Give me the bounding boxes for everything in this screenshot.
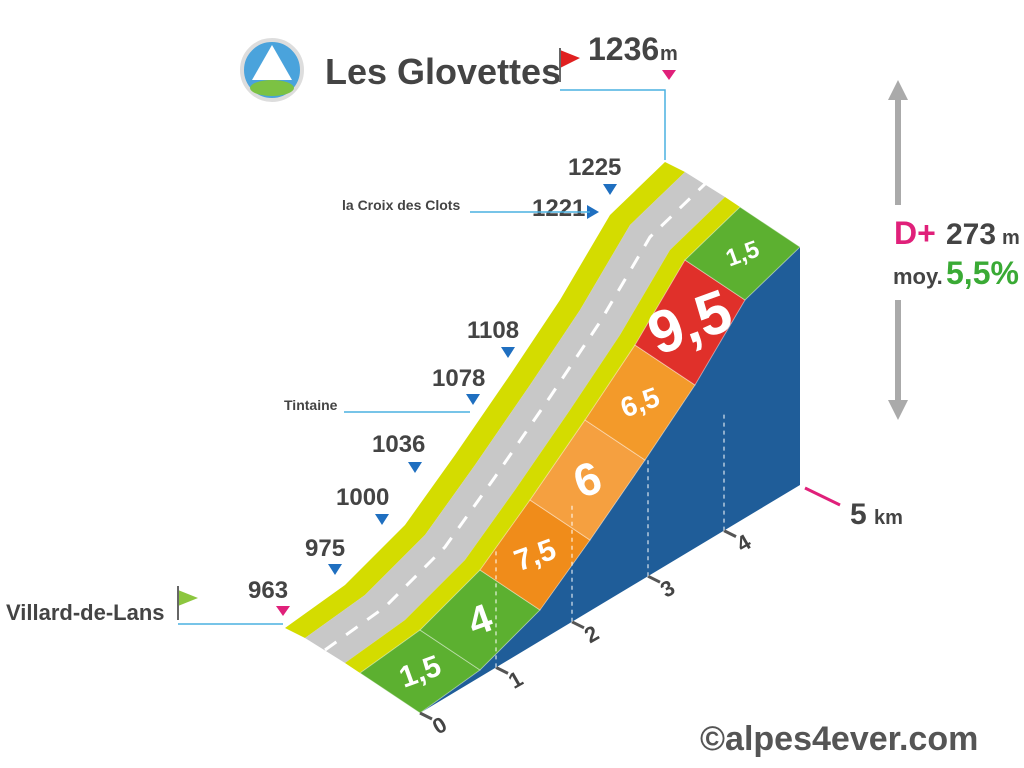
height-arrow [888,80,908,420]
road-center [324,182,707,652]
end-tick [804,486,841,507]
avg-label: moy. [893,264,943,289]
km-tick [419,711,433,721]
elevation-marker [603,184,617,195]
km-label: 0 [428,712,451,740]
elevation-marker [587,205,599,219]
gain-unit: m [1002,227,1020,249]
elevation-label: 1036 [372,431,425,458]
end-unit: km [874,507,903,529]
gradient-segment [684,206,801,301]
road-shoulder [285,162,685,638]
km-tick [723,529,737,538]
elevation-marker [501,347,515,358]
km-tick [571,620,585,630]
elevation-marker [328,564,342,575]
title: Les Glovettes [325,51,561,92]
road-shoulder [345,197,740,673]
elevation-marker [408,462,422,473]
km-label: 2 [580,620,603,648]
summit-unit: m [660,43,678,65]
km-label: 1 [504,666,527,694]
gain-label: D+ [894,215,936,251]
gain-value: 273 [946,218,996,251]
start-marker [276,606,290,616]
start-flag [178,590,198,606]
km-tick [647,574,661,584]
elevation-label: 1078 [432,365,485,392]
avg-value: 5,5% [946,255,1019,291]
summit-elevation: 1236 [588,31,659,67]
km-label: 3 [656,575,679,603]
elevation-label: 1000 [336,484,389,511]
place-name: Tintaine [284,397,338,413]
summit-marker [662,70,676,80]
elevation-marker [375,514,389,525]
start-name: Villard-de-Lans [6,600,165,625]
elevation-label: 1221 [532,195,585,222]
elevation-marker [466,394,480,405]
copyright: ©alpes4ever.com [700,720,978,758]
summit-flag [560,50,580,68]
km-tick [495,666,509,675]
place-name: la Croix des Clots [342,197,460,213]
elevation-label: 1225 [568,154,621,181]
start-elevation: 963 [248,577,288,604]
elevation-label: 975 [305,535,345,562]
summit-leader [560,89,666,160]
road [305,172,725,663]
profile: 1,547,566,59,51,501234975100010361078110… [285,154,801,740]
end-distance: 5 [850,498,867,531]
elevation-label: 1108 [467,317,519,344]
logo [240,38,304,102]
km-label: 4 [732,529,756,557]
